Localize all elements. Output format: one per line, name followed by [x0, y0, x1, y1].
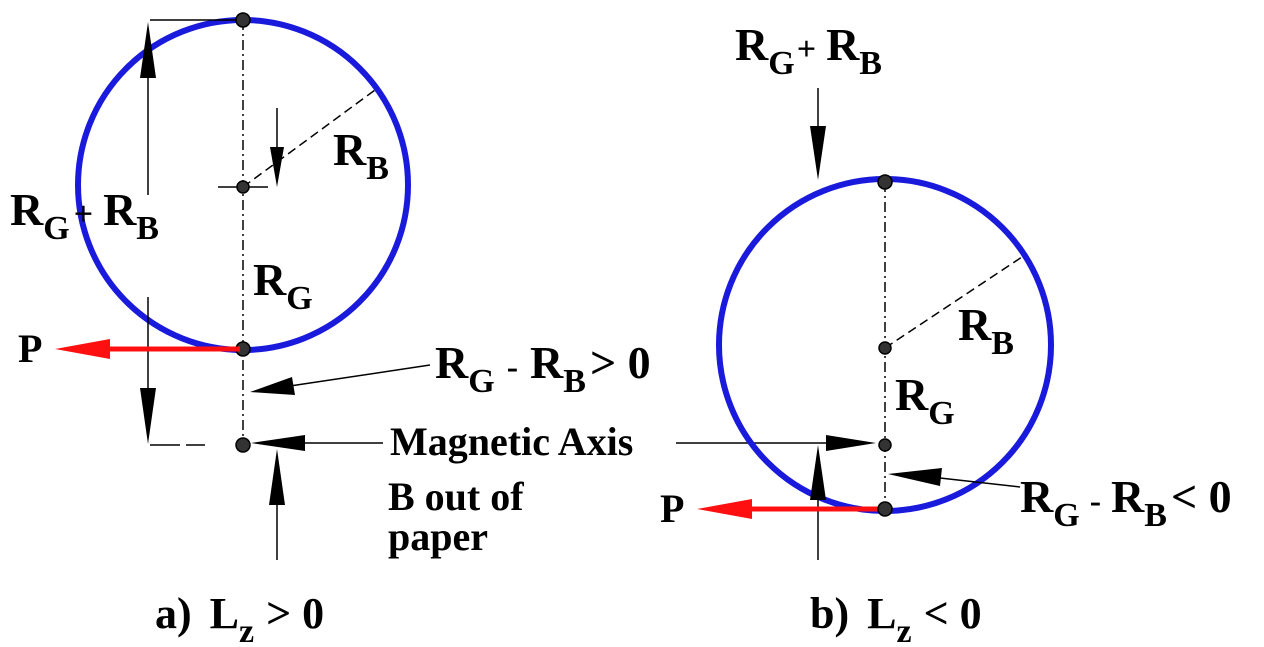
- b-field-arrow-head-a: [269, 449, 285, 505]
- label-rg-a: RG: [253, 254, 313, 317]
- panel-b: RG+ RB RB RG P RG - RB< 0 b) Lz < 0: [660, 19, 1232, 647]
- label-rg-plus-rb-a: RG + RB: [10, 184, 159, 247]
- caption-b: b) Lz < 0: [810, 589, 982, 647]
- label-p-b: P: [660, 486, 684, 531]
- magnetic-axis-arrow-right: [826, 435, 876, 451]
- label-rg-minus-rb-b: RG - RB< 0: [1020, 471, 1232, 534]
- axis-arrow-head-b: [810, 445, 826, 500]
- label-rb-a: RB: [333, 124, 389, 187]
- label-p-a: P: [18, 326, 42, 371]
- particle-point-top-a: [235, 12, 251, 28]
- particle-point-top-b: [877, 174, 893, 190]
- magnetic-axis-point-b: [878, 438, 892, 452]
- label-rg-b: RG: [895, 369, 955, 432]
- diff-pointer-line-a: [289, 364, 431, 387]
- b-field-label-line1: B out of: [388, 474, 524, 519]
- radius-line-b: [884, 254, 1026, 349]
- label-rg-plus-rb-b: RG+ RB: [735, 19, 882, 82]
- dimension-arrow-up-a: [140, 22, 156, 78]
- guiding-center-point-b: [878, 341, 892, 355]
- diff-pointer-head-b: [888, 468, 942, 486]
- label-rb-b: RB: [958, 299, 1014, 362]
- diff-pointer-line-b: [939, 477, 1021, 488]
- panel-a: RG + RB RB RG P RG - RB> 0 a) Lz > 0: [10, 12, 651, 647]
- magnetic-axis-arrow-left: [251, 435, 305, 451]
- inner-arrow-head-a: [270, 147, 284, 187]
- label-rg-minus-rb-a: RG - RB> 0: [435, 337, 651, 400]
- particle-point-bottom-b: [877, 501, 893, 517]
- sum-arrow-head-b: [810, 126, 826, 180]
- b-field-label-line2: paper: [388, 514, 488, 559]
- guiding-center-point-a: [236, 180, 250, 194]
- diff-pointer-head-a: [250, 377, 295, 395]
- momentum-arrow-head-b: [697, 499, 752, 519]
- caption-a: a) Lz > 0: [155, 589, 324, 647]
- magnetic-axis-point-a: [235, 437, 251, 453]
- momentum-arrow-head-a: [55, 339, 110, 359]
- dimension-arrow-down-a: [140, 388, 156, 444]
- magnetic-axis-label: Magnetic Axis: [390, 419, 633, 464]
- magnetic-axis-group: Magnetic Axis B out of paper: [251, 419, 876, 559]
